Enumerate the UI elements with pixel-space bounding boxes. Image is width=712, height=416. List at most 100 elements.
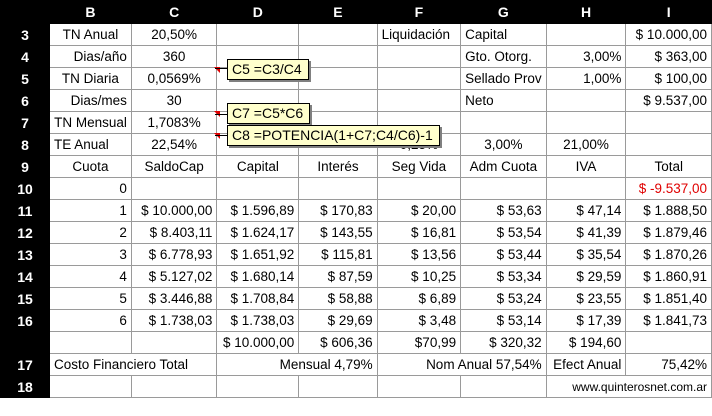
- cell-D9[interactable]: Capital: [216, 155, 300, 178]
- cell-E14[interactable]: $ 87,59: [298, 265, 378, 288]
- cell-B18[interactable]: Costo Financiero Total: [48, 353, 218, 376]
- row-header-18[interactable]: 17: [0, 353, 50, 376]
- cell-G7[interactable]: [460, 111, 547, 134]
- cell-C14[interactable]: $ 5.127,02: [130, 265, 218, 288]
- cell-C13[interactable]: $ 6.778,93: [130, 243, 218, 266]
- cell-H9[interactable]: IVA: [545, 155, 627, 178]
- cell-C7[interactable]: 1,7083%: [130, 111, 218, 134]
- cell-H8[interactable]: 21,00%: [545, 133, 627, 156]
- cell-I11[interactable]: $ 1.888,50: [625, 199, 712, 222]
- cell-F18[interactable]: Nom Anual 57,54%: [376, 353, 547, 376]
- cell-I12[interactable]: $ 1.879,46: [625, 221, 712, 244]
- cell-B15[interactable]: 5: [48, 287, 132, 310]
- column-header-I[interactable]: I: [625, 0, 712, 24]
- column-header-B[interactable]: B: [48, 0, 132, 24]
- cell-H12[interactable]: $ 41,39: [545, 221, 627, 244]
- cell-F11[interactable]: $ 20,00: [376, 199, 462, 222]
- cell-B3[interactable]: TN Anual: [48, 23, 132, 46]
- column-header-F[interactable]: F: [376, 0, 462, 24]
- cell-F6[interactable]: [376, 89, 462, 112]
- cell-F16[interactable]: $ 3,48: [376, 309, 462, 332]
- cell-B5[interactable]: TN Diaria: [48, 67, 132, 90]
- cell-E6[interactable]: [298, 89, 378, 112]
- row-header-11[interactable]: 11: [0, 199, 50, 222]
- row-header-3[interactable]: 3: [0, 23, 50, 46]
- cell-H6[interactable]: [545, 89, 627, 112]
- row-header-9[interactable]: 9: [0, 155, 50, 178]
- comment-popup-C7[interactable]: C7 =C5*C6: [227, 103, 311, 124]
- cell-C6[interactable]: 30: [130, 89, 218, 112]
- cell-I17[interactable]: [625, 331, 712, 354]
- cell-D18[interactable]: Mensual 4,79%: [216, 353, 378, 376]
- cell-I5[interactable]: $ 100,00: [625, 67, 712, 90]
- cell-C5[interactable]: 0,0569%: [130, 67, 218, 90]
- cell-E17[interactable]: $ 606,36: [298, 331, 378, 354]
- cell-C15[interactable]: $ 3.446,88: [130, 287, 218, 310]
- cell-H14[interactable]: $ 29,59: [545, 265, 627, 288]
- cell-H17[interactable]: $ 194,60: [545, 331, 627, 354]
- cell-D17[interactable]: $ 10.000,00: [216, 331, 300, 354]
- cell-F10[interactable]: [376, 177, 462, 200]
- cell-F17[interactable]: $70,99: [376, 331, 462, 354]
- cell-H16[interactable]: $ 17,39: [545, 309, 627, 332]
- cell-G14[interactable]: $ 53,34: [460, 265, 547, 288]
- row-header-17[interactable]: [0, 331, 50, 354]
- cell-I10[interactable]: $ -9.537,00: [625, 177, 712, 200]
- row-header-19[interactable]: 18: [0, 375, 50, 398]
- cell-I4[interactable]: $ 363,00: [625, 45, 712, 68]
- cell-B7[interactable]: TN Mensual: [48, 111, 132, 134]
- cell-D19[interactable]: [216, 375, 300, 398]
- cell-F5[interactable]: [376, 67, 462, 90]
- cell-B13[interactable]: 3: [48, 243, 132, 266]
- row-header-16[interactable]: 16: [0, 309, 50, 332]
- cell-E5[interactable]: [298, 67, 378, 90]
- cell-B10[interactable]: 0: [48, 177, 132, 200]
- cell-E12[interactable]: $ 143,55: [298, 221, 378, 244]
- cell-D13[interactable]: $ 1.651,92: [216, 243, 300, 266]
- cell-H10[interactable]: [545, 177, 627, 200]
- cell-C16[interactable]: $ 1.738,03: [130, 309, 218, 332]
- row-header-5[interactable]: 5: [0, 67, 50, 90]
- worksheet-grid[interactable]: B C D E F G H I 3 TN Anual 20,50% Liquid…: [0, 0, 712, 398]
- row-header-4[interactable]: 4: [0, 45, 50, 68]
- select-all-corner[interactable]: [0, 0, 50, 24]
- cell-F13[interactable]: $ 13,56: [376, 243, 462, 266]
- cell-G15[interactable]: $ 53,24: [460, 287, 547, 310]
- cell-C17[interactable]: [130, 331, 218, 354]
- cell-B17[interactable]: [48, 331, 132, 354]
- cell-G9[interactable]: Adm Cuota: [460, 155, 547, 178]
- cell-B4[interactable]: Dias/año: [48, 45, 132, 68]
- cell-I16[interactable]: $ 1.841,73: [625, 309, 712, 332]
- cell-E15[interactable]: $ 58,88: [298, 287, 378, 310]
- cell-I18[interactable]: 75,42%: [625, 353, 712, 376]
- cell-C3[interactable]: 20,50%: [130, 23, 218, 46]
- cell-C19[interactable]: [130, 375, 218, 398]
- cell-C10[interactable]: [130, 177, 218, 200]
- row-header-10[interactable]: 10: [0, 177, 50, 200]
- cell-E13[interactable]: $ 115,81: [298, 243, 378, 266]
- cell-I14[interactable]: $ 1.860,91: [625, 265, 712, 288]
- cell-D10[interactable]: [216, 177, 300, 200]
- cell-F4[interactable]: [376, 45, 462, 68]
- cell-B6[interactable]: Dias/mes: [48, 89, 132, 112]
- comment-marker-C5[interactable]: [214, 67, 220, 73]
- cell-H4[interactable]: 3,00%: [545, 45, 627, 68]
- cell-E10[interactable]: [298, 177, 378, 200]
- column-header-D[interactable]: D: [216, 0, 300, 24]
- cell-I15[interactable]: $ 1.851,40: [625, 287, 712, 310]
- cell-B12[interactable]: 2: [48, 221, 132, 244]
- cell-C9[interactable]: SaldoCap: [130, 155, 218, 178]
- cell-B14[interactable]: 4: [48, 265, 132, 288]
- cell-F3[interactable]: Liquidación: [376, 23, 462, 46]
- cell-G3[interactable]: Capital: [460, 23, 547, 46]
- cell-D11[interactable]: $ 1.596,89: [216, 199, 300, 222]
- cell-C4[interactable]: 360: [130, 45, 218, 68]
- cell-H19[interactable]: www.quinterosnet.com.ar: [545, 375, 712, 398]
- cell-C12[interactable]: $ 8.403,11: [130, 221, 218, 244]
- cell-F12[interactable]: $ 16,81: [376, 221, 462, 244]
- cell-G10[interactable]: [460, 177, 547, 200]
- cell-E3[interactable]: [298, 23, 378, 46]
- cell-F19[interactable]: [376, 375, 462, 398]
- cell-C11[interactable]: $ 10.000,00: [130, 199, 218, 222]
- cell-G16[interactable]: $ 53,14: [460, 309, 547, 332]
